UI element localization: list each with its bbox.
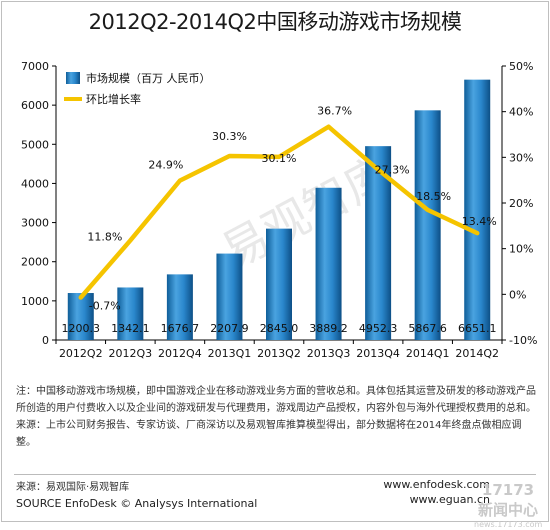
bar-2013Q1	[216, 253, 243, 340]
bar-value-label: 1342.1	[111, 322, 150, 335]
bar-2013Q3	[315, 187, 342, 340]
x-tick-label: 2012Q4	[158, 347, 202, 360]
footer-divider	[14, 474, 536, 475]
corner-logo-line3: news.17173.com	[474, 520, 543, 529]
footnote-source: 来源：上市公司财务报告、专家访谈、厂商深访以及易观智库推算模型得出，部分数据将在…	[16, 420, 522, 448]
bar-2014Q1	[414, 110, 441, 340]
footnotes: 注：中国移动游戏市场规模，即中国游戏企业在移动游戏业务方面的营收总和。具体包括其…	[16, 383, 536, 451]
site-eguan[interactable]: www.eguan.cn	[409, 493, 490, 506]
growth-rate-label: 30.3%	[212, 130, 247, 143]
source-cn: 来源：易观国际·易观智库	[16, 482, 130, 493]
growth-rate-label: 13.4%	[462, 215, 497, 228]
growth-rate-line	[78, 124, 480, 300]
growth-rate-label: 18.5%	[416, 190, 451, 203]
y-right-tick-label: 30%	[509, 151, 533, 164]
bar-2014Q2	[464, 79, 491, 340]
y-right-tick-label: 0%	[509, 288, 526, 301]
bar-value-label: 2207.9	[210, 322, 249, 335]
bar-2013Q2	[266, 228, 292, 340]
y-left-tick-label: 7000	[21, 60, 49, 73]
x-tick-label: 2013Q1	[208, 347, 252, 360]
bar-value-label: 4952.3	[359, 322, 398, 335]
y-right-tick-label: 50%	[509, 60, 533, 73]
y-left-tick-label: 6000	[21, 99, 49, 112]
bar-value-label: 1200.3	[62, 322, 101, 335]
y-right-tick-label: 10%	[509, 243, 533, 256]
y-left-tick-label: 1000	[21, 295, 49, 308]
bar-2012Q4	[166, 274, 193, 340]
y-left-tick-label: 3000	[21, 217, 49, 230]
y-right-tick-label: 20%	[509, 197, 533, 210]
corner-logo: 17173 新闻中心 news.17173.com	[474, 480, 542, 529]
y-right-tick-label: -10%	[509, 334, 537, 347]
growth-rate-label: 30.1%	[262, 152, 297, 165]
legend-bar-swatch	[66, 72, 80, 84]
bar-2012Q3	[117, 287, 144, 340]
bar-value-label: 3889.2	[309, 322, 348, 335]
bar-value-label: 1676.7	[161, 322, 200, 335]
chart-title: 2012Q2-2014Q2中国移动游戏市场规模	[88, 10, 462, 34]
site-enfodesk[interactable]: www.enfodesk.com	[383, 478, 490, 491]
growth-rate-label: 27.3%	[375, 164, 410, 177]
y-left-tick-label: 4000	[21, 177, 49, 190]
x-tick-label: 2014Q2	[455, 347, 499, 360]
x-tick-label: 2013Q4	[356, 347, 400, 360]
bar-2012Q2	[67, 293, 94, 340]
y-left-tick-label: 5000	[21, 138, 49, 151]
x-tick-label: 2013Q3	[307, 347, 351, 360]
source-en: SOURCE EnfoDesk © Analysys International	[16, 497, 258, 510]
bar-value-label: 6651.1	[458, 322, 497, 335]
x-tick-label: 2012Q2	[59, 347, 103, 360]
y-left-tick-label: 0	[42, 334, 49, 347]
bar-value-label: 5867.6	[408, 322, 447, 335]
y-left-tick-label: 2000	[21, 256, 49, 269]
bar-value-label: 2845.0	[260, 322, 299, 335]
y-right-tick-label: 40%	[509, 106, 533, 119]
growth-rate-label: 36.7%	[317, 105, 352, 118]
x-tick-label: 2014Q1	[406, 347, 450, 360]
x-tick-label: 2012Q3	[109, 347, 153, 360]
growth-rate-label: 11.8%	[87, 230, 122, 243]
growth-rate-label: 24.9%	[148, 159, 183, 172]
x-tick-label: 2013Q2	[257, 347, 301, 360]
legend-bar-label: 市场规模（百万 人民币）	[86, 71, 211, 85]
chart-svg: 易观智库 01000200030004000500060007000-10%0%…	[21, 60, 537, 360]
corner-logo-line2: 新闻中心	[477, 501, 538, 519]
footnote-definition: 注：中国移动游戏市场规模，即中国游戏企业在移动游戏业务方面的营收总和。具体包括其…	[16, 386, 536, 414]
legend-line-label: 环比增长率	[86, 92, 141, 106]
corner-logo-line1: 17173	[481, 481, 535, 499]
growth-rate-label: -0.7%	[89, 300, 121, 313]
